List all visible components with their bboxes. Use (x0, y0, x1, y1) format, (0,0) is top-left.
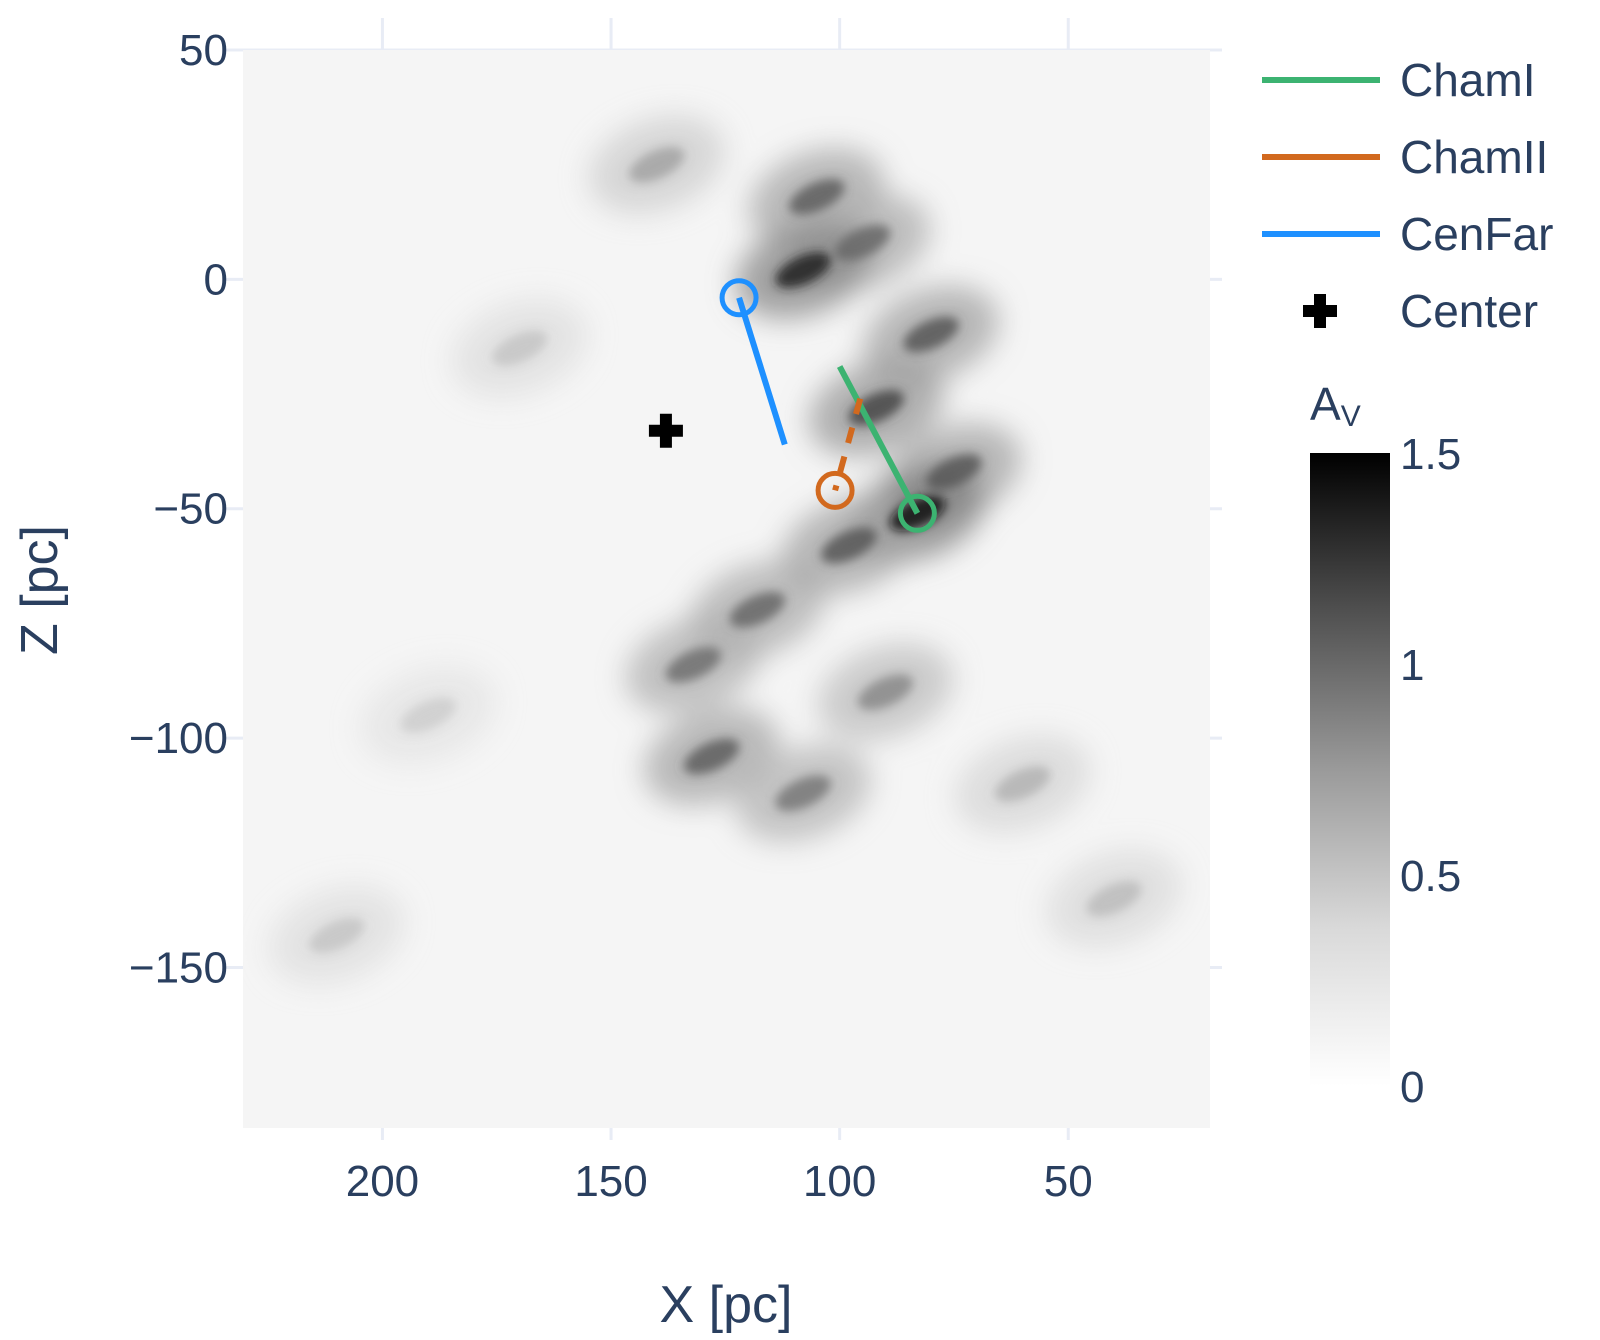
colorbar-tick-label: 0.5 (1400, 852, 1461, 901)
dust-cloud-core (683, 738, 740, 775)
legend-item-cenfar[interactable]: CenFar (1262, 208, 1553, 260)
cenfar-position-marker (719, 278, 759, 318)
y-tick-label: −100 (129, 714, 228, 763)
center-cross-marker (648, 413, 683, 448)
colorbar-tick-labels: 0 0.5 1 1.5 (1400, 430, 1461, 1112)
legend-label-cenfar: CenFar (1400, 208, 1553, 260)
chamii-position-marker (815, 470, 855, 510)
colorbar-title-main: A (1310, 378, 1341, 430)
dust-cloud-core (820, 527, 877, 564)
legend-label-chamii: ChamII (1400, 131, 1548, 183)
y-tick-label: −150 (129, 943, 228, 992)
dust-cloud-core (400, 697, 456, 734)
dust-cloud-core (994, 766, 1051, 802)
dust-cloud-core (857, 674, 914, 711)
y-tick-label: 0 (204, 255, 228, 304)
dust-cloud-core (788, 178, 845, 215)
dust-cloud-core (491, 330, 548, 367)
colorbar-tick-label: 1.5 (1400, 430, 1461, 479)
legend-item-center[interactable]: Center (1303, 285, 1538, 337)
x-axis-title: X [pc] (660, 1276, 793, 1334)
y-tick-labels: 50 0 −50 −100 −150 (129, 26, 228, 992)
dust-cloud-core (665, 646, 722, 683)
colorbar-gradient (1310, 453, 1390, 1086)
cenfar-trajectory-line (736, 296, 788, 446)
dust-cloud-core (775, 775, 831, 812)
dust-cloud-core (1086, 880, 1142, 917)
x-tick-label: 50 (1044, 1157, 1093, 1206)
x-tick-label: 200 (346, 1157, 419, 1206)
colorbar-title: AV (1310, 378, 1361, 433)
y-axis-title: Z [pc] (11, 525, 69, 655)
y-tick-label: 50 (179, 26, 228, 75)
dust-cloud-core (628, 146, 685, 183)
x-tick-labels: 200 150 100 50 (346, 1157, 1093, 1206)
dust-cloud-core (848, 389, 905, 426)
trajectory-series (648, 278, 937, 533)
dust-cloud-core (775, 252, 831, 289)
dust-cloud-core (926, 454, 982, 490)
legend-item-chami[interactable]: ChamI (1262, 54, 1535, 106)
legend-label-chami: ChamI (1400, 54, 1535, 106)
dust-extinction-heatmap (269, 116, 1182, 984)
dust-cloud-core (903, 316, 959, 353)
x-tick-label: 100 (803, 1157, 876, 1206)
legend-cross-icon (1303, 294, 1337, 328)
x-tick-label: 150 (574, 1157, 647, 1206)
chamii-trajectory-line (832, 397, 864, 492)
legend-label-center: Center (1400, 285, 1538, 337)
dust-cloud-core (729, 591, 786, 628)
chami-trajectory-line (837, 365, 921, 515)
dust-cloud-core (834, 224, 891, 261)
colorbar-tick-label: 1 (1400, 641, 1424, 690)
dust-cloud-core (308, 917, 365, 954)
legend-item-chamii[interactable]: ChamII (1262, 131, 1548, 183)
legend[interactable]: ChamI ChamII CenFar Center (1262, 54, 1553, 337)
chami-position-marker (897, 493, 937, 533)
y-tick-label: −50 (153, 485, 228, 534)
colorbar-title-subscript: V (1341, 400, 1361, 433)
colorbar: AV 0 0.5 1 1.5 (1310, 378, 1461, 1112)
colorbar-tick-label: 0 (1400, 1063, 1424, 1112)
